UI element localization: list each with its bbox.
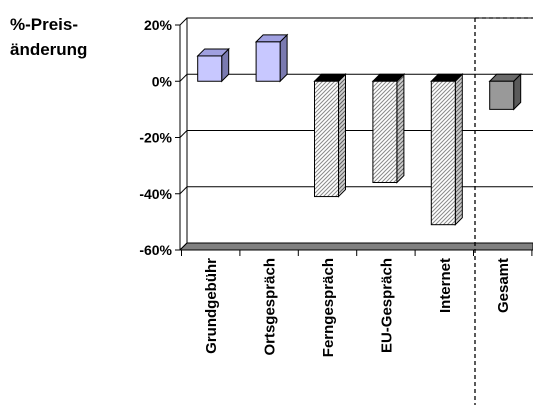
gridline-wall-edge [179,186,188,195]
bar-side [396,73,405,184]
x-tick-labels: Grundgebühr Ortsgespräch Ferngespräch EU-Ge… [181,250,533,357]
bar-side [338,73,346,198]
bar-ortsgespräch [254,33,289,83]
bar-front [197,55,223,82]
bar-front [430,80,456,226]
gridline-wall-edge [179,130,188,138]
x-tick-label: Grundgebühr [203,258,220,354]
bar-ferngespräch [313,73,347,198]
x-tick-label: Ortsgespräch [262,258,279,356]
bar-front [314,80,339,198]
bar-side [279,33,288,83]
x-tick-label: Gesamt [495,258,512,313]
bar-grundgebühr [196,47,230,83]
bar-internet [430,73,464,226]
y-tick-label: 20% [144,17,173,33]
gridline-wall-edge [179,73,188,82]
y-axis-label-line-1: %-Preis- [10,15,79,34]
back-wall-edge [179,17,533,251]
chart-floor [178,242,533,251]
y-tick-labels: 20% 0% -20% -40% -60% [139,17,180,258]
bar-front [489,80,515,110]
plot-area [179,17,533,251]
x-tick-label: EU-Gespräch [378,258,395,353]
x-tick-label: Internet [437,258,454,313]
gridlines [179,17,533,251]
bar-side [454,73,463,226]
floor-plane [178,242,533,251]
y-tick-label: -20% [139,130,172,146]
bar-front [372,80,398,183]
x-tick-label: Ferngespräch [320,258,337,357]
bars [196,33,522,226]
gridline-wall-edge [179,17,188,26]
y-axis-label-line-2: änderung [10,40,88,59]
bar-gesamt [488,73,522,111]
bar-eu-gespräch [371,73,406,184]
bar-front [255,41,281,82]
y-tick-label: -40% [139,186,172,202]
y-tick-label: 0% [152,73,173,89]
y-tick-label: -60% [139,242,172,258]
